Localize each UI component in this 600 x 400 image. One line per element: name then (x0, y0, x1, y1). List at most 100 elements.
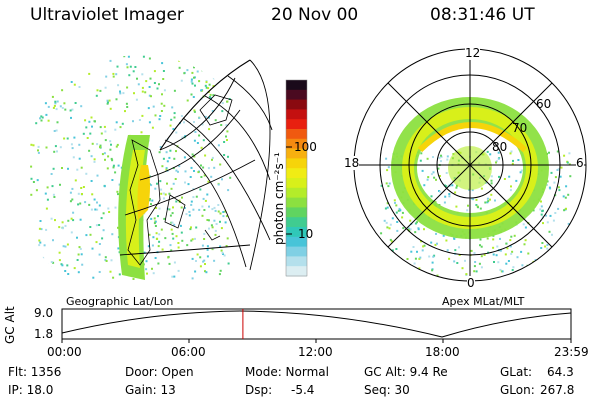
noise-pixel (510, 185, 512, 188)
noise-pixel (163, 197, 165, 200)
noise-pixel (435, 232, 437, 235)
noise-pixel (38, 239, 41, 242)
noise-pixel (512, 266, 515, 269)
noise-pixel (69, 61, 72, 64)
noise-pixel (558, 269, 561, 272)
noise-pixel (181, 239, 184, 242)
noise-pixel (386, 206, 389, 209)
noise-pixel (76, 236, 78, 239)
noise-pixel (211, 110, 214, 112)
noise-pixel (56, 150, 58, 153)
geographic-grid (119, 59, 273, 271)
noise-pixel (183, 72, 186, 75)
noise-pixel (173, 112, 176, 115)
noise-pixel (37, 145, 40, 148)
noise-pixel (39, 241, 42, 244)
noise-pixel (214, 209, 217, 212)
noise-pixel (117, 226, 119, 229)
noise-pixel (507, 260, 510, 262)
noise-pixel (109, 148, 112, 151)
noise-pixel (211, 66, 214, 69)
noise-pixel (203, 259, 206, 262)
noise-pixel (435, 178, 437, 181)
noise-pixel (126, 66, 129, 69)
noise-pixel (145, 80, 148, 83)
noise-pixel (143, 251, 146, 254)
noise-pixel (80, 187, 83, 189)
date-label: 20 Nov 00 (271, 5, 359, 25)
noise-pixel (198, 134, 201, 137)
noise-pixel (118, 273, 121, 276)
noise-pixel (194, 237, 196, 240)
noise-pixel (73, 63, 76, 66)
noise-pixel (206, 219, 209, 221)
noise-pixel (432, 156, 434, 158)
noise-pixel (219, 212, 222, 215)
noise-pixel (47, 105, 50, 108)
noise-pixel (386, 226, 389, 229)
noise-pixel (212, 85, 215, 88)
noise-pixel (225, 124, 228, 127)
noise-pixel (489, 153, 492, 156)
noise-pixel (31, 64, 34, 67)
noise-pixel (195, 260, 197, 262)
noise-pixel (102, 229, 105, 232)
noise-pixel (521, 264, 524, 267)
instrument-title: Ultraviolet Imager (30, 5, 184, 25)
noise-pixel (115, 98, 118, 101)
noise-pixel (497, 261, 500, 264)
noise-pixel (148, 199, 151, 202)
noise-pixel (380, 232, 383, 235)
noise-pixel (183, 156, 186, 159)
noise-pixel (128, 74, 131, 77)
noise-pixel (30, 165, 33, 168)
noise-pixel (212, 60, 215, 63)
noise-pixel (190, 80, 193, 83)
noise-pixel (45, 146, 48, 149)
noise-pixel (504, 253, 507, 256)
noise-pixel (153, 222, 156, 225)
colorbar-tick-label-10: 10 (298, 227, 314, 241)
noise-pixel (158, 233, 161, 236)
noise-pixel (172, 128, 175, 130)
noise-pixel (79, 218, 82, 221)
noise-pixel (189, 176, 192, 178)
noise-pixel (475, 270, 478, 273)
noise-pixel (168, 156, 171, 159)
colorbar-swatch (286, 89, 307, 101)
noise-pixel (132, 278, 135, 280)
noise-pixel (112, 72, 115, 75)
noise-pixel (214, 233, 217, 236)
noise-pixel (104, 256, 107, 259)
noise-pixel (88, 120, 91, 123)
noise-pixel (223, 154, 226, 156)
noise-pixel (391, 249, 394, 252)
noise-pixel (402, 227, 405, 230)
noise-pixel (95, 94, 98, 97)
noise-pixel (190, 239, 193, 242)
noise-pixel (556, 274, 559, 277)
noise-pixel (114, 128, 117, 131)
noise-pixel (557, 168, 560, 171)
noise-pixel (44, 192, 47, 195)
noise-pixel (96, 89, 99, 92)
noise-pixel (419, 159, 422, 162)
noise-pixel (501, 270, 504, 273)
noise-pixel (207, 167, 210, 170)
noise-pixel (153, 217, 156, 220)
noise-pixel (426, 178, 429, 181)
noise-pixel (90, 155, 93, 158)
noise-pixel (55, 108, 58, 111)
noise-pixel (181, 196, 183, 199)
noise-pixel (52, 261, 55, 264)
noise-pixel (568, 163, 571, 166)
noise-pixel (148, 233, 151, 236)
mlt-label-18: 18 (344, 156, 360, 170)
noise-pixel (64, 224, 67, 227)
noise-pixel (195, 64, 198, 67)
noise-pixel (523, 274, 526, 277)
noise-pixel (175, 169, 178, 172)
colorbar-swatch (286, 99, 307, 110)
noise-pixel (169, 124, 172, 127)
noise-pixel (73, 136, 76, 139)
